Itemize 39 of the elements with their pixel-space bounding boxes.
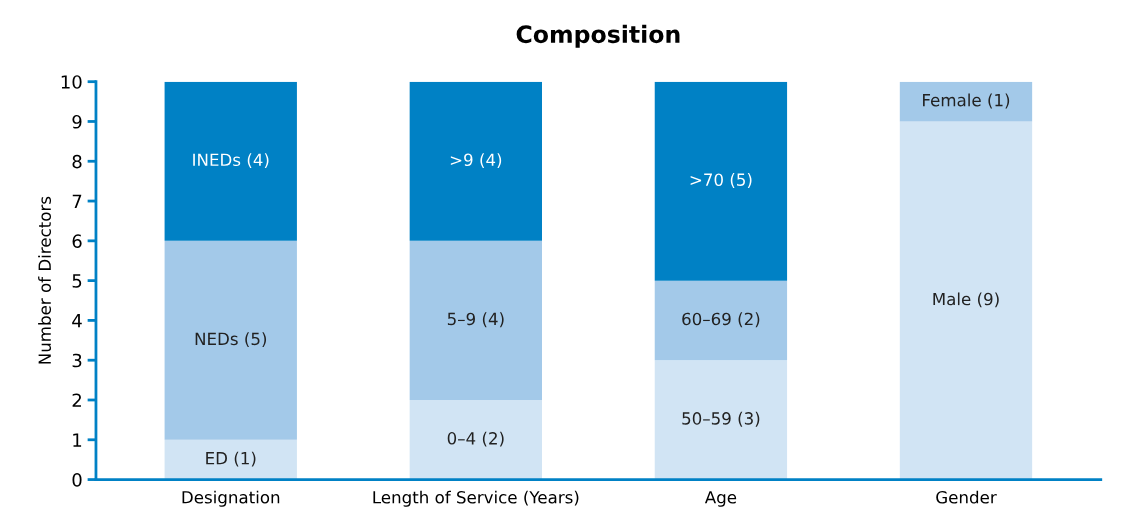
x-tick-label: Designation	[182, 490, 280, 507]
data-label: INEDs (4)	[193, 153, 269, 169]
bar	[654, 280, 788, 361]
y-tick-label: 7	[72, 194, 82, 208]
bar	[409, 399, 542, 480]
y-tick-label: 3	[72, 353, 82, 368]
bar	[164, 240, 297, 440]
data-label: Male (9)	[933, 292, 999, 308]
x-tick-label: Age	[704, 491, 737, 507]
bar	[654, 360, 788, 480]
bar	[409, 240, 542, 400]
data-label: 5–9 (4)	[447, 312, 504, 328]
x-tick-label: Length of Service (Years)	[373, 490, 579, 507]
bar	[654, 81, 788, 281]
y-tick-label: 0	[72, 473, 82, 487]
data-label: ED (1)	[206, 451, 256, 467]
x-tick-label: Gender	[936, 490, 997, 504]
y-tick-label: 6	[72, 234, 82, 248]
y-axis-title: Number of Directors	[38, 196, 52, 364]
y-tick-label: 10	[61, 75, 82, 89]
data-label: NEDs (5)	[195, 332, 267, 348]
chart-title: Composition	[516, 24, 680, 48]
y-tick-label: 5	[72, 274, 82, 288]
data-label: 60–69 (2)	[682, 312, 760, 328]
y-tick-label: 4	[72, 314, 82, 328]
bar	[899, 121, 1033, 480]
data-label: >9 (4)	[450, 153, 502, 169]
data-label: 50–59 (3)	[682, 411, 760, 427]
y-tick-label: 9	[72, 114, 82, 129]
data-label: Female (1)	[923, 93, 1010, 109]
bar	[164, 439, 297, 480]
y-tick-label: 1	[73, 433, 82, 447]
y-tick-label: 2	[72, 393, 81, 407]
data-label: >70 (5)	[690, 173, 752, 188]
y-tick-label: 8	[72, 154, 82, 169]
bar	[164, 81, 297, 241]
data-label: 0–4 (2)	[447, 431, 504, 447]
bar	[409, 81, 542, 241]
bar	[899, 81, 1033, 122]
